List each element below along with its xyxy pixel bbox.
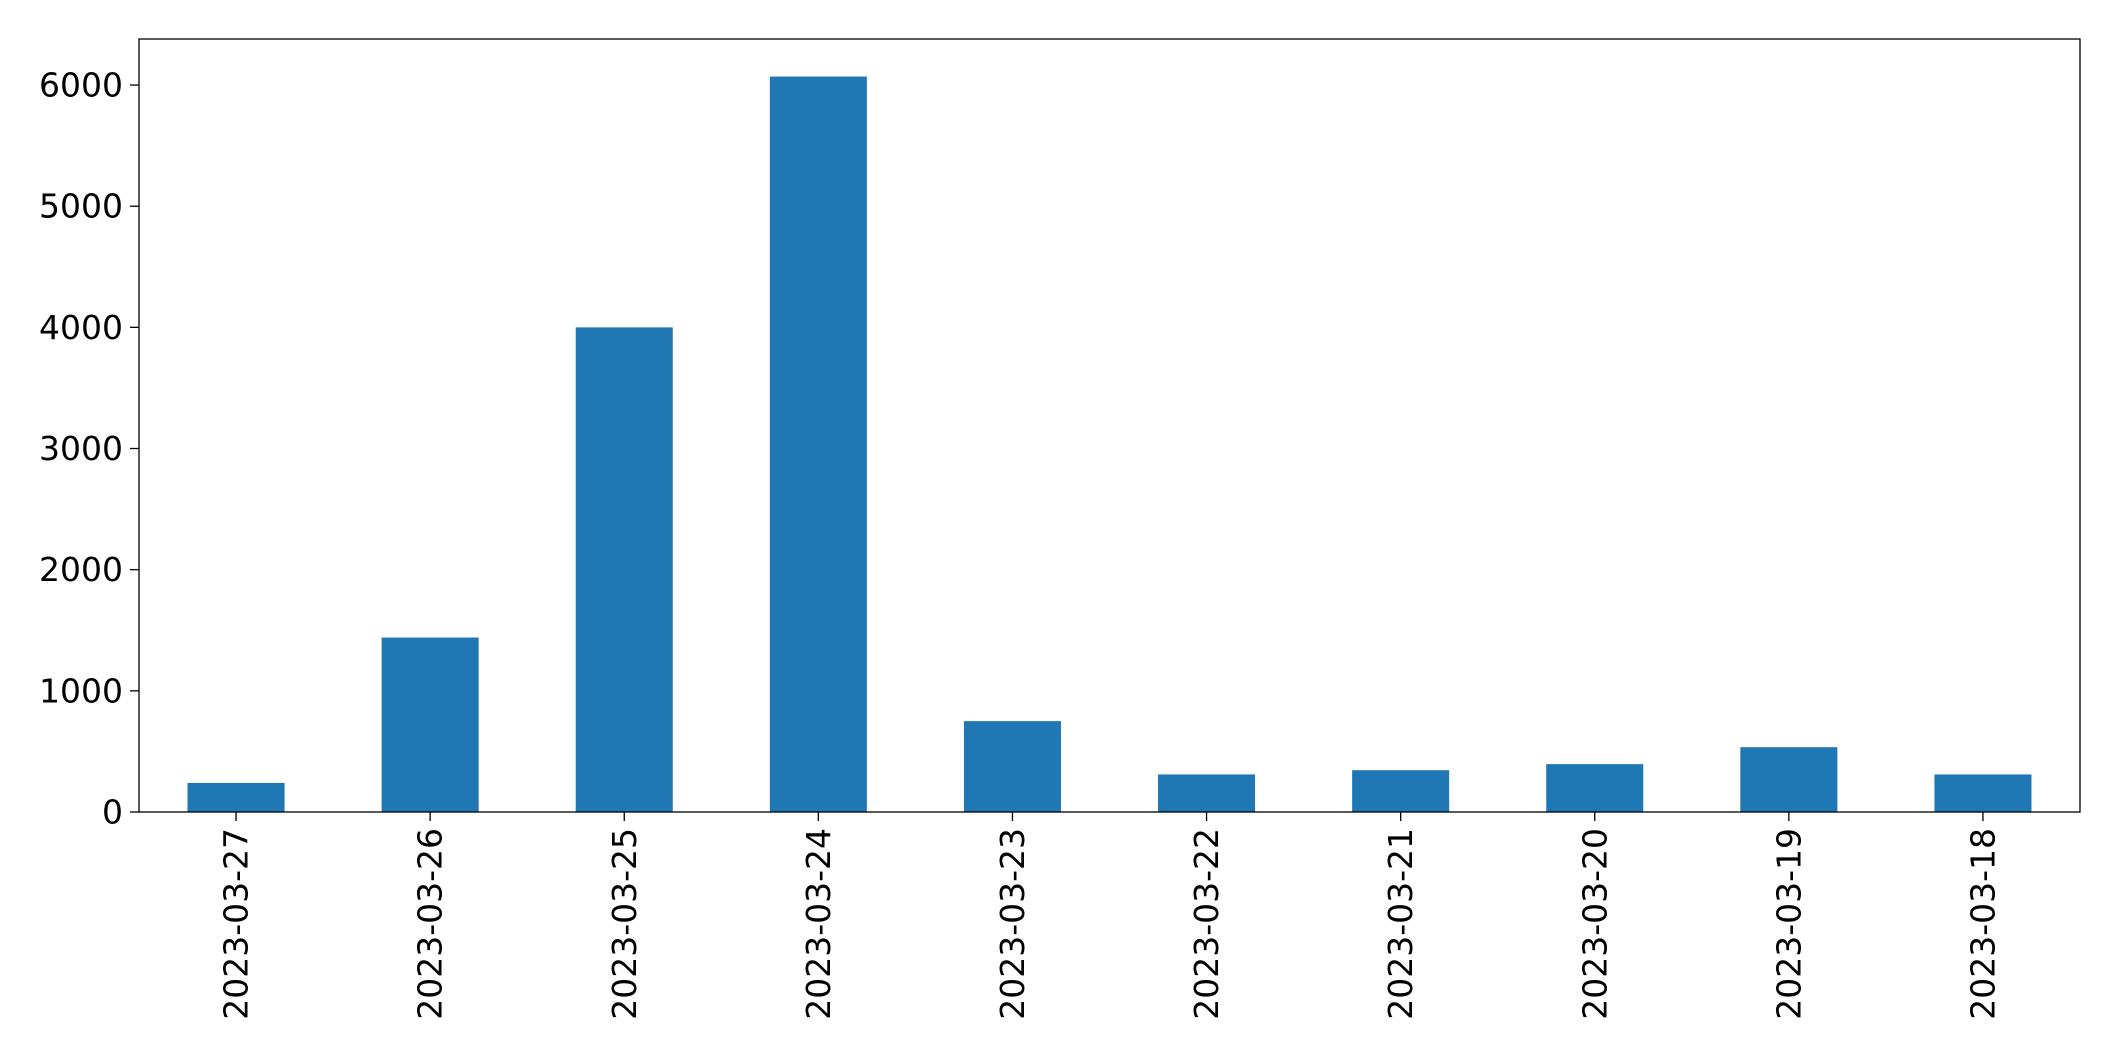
y-tick-label: 1000 (39, 671, 123, 710)
bar-2023-03-22 (1158, 774, 1256, 812)
y-tick-label: 3000 (39, 429, 123, 468)
bar-2023-03-26 (381, 637, 479, 812)
bar-2023-03-27 (187, 782, 285, 812)
bar-2023-03-21 (1352, 770, 1450, 812)
x-tick-label: 2023-03-24 (799, 828, 838, 1020)
x-axis: 2023-03-27 2023-03-26 2023-03-25 2023-03-24… (217, 812, 2002, 1020)
y-axis: 0 1000 2000 3000 4000 5000 6000 (39, 66, 139, 832)
y-tick-label: 5000 (39, 187, 123, 226)
bar-2023-03-19 (1740, 747, 1838, 812)
x-tick-label: 2023-03-22 (1187, 828, 1226, 1020)
x-tick-label: 2023-03-19 (1769, 828, 1808, 1020)
bars-group (187, 76, 2032, 812)
x-tick-label: 2023-03-27 (217, 828, 256, 1020)
bar-2023-03-18 (1934, 774, 2032, 812)
bar-2023-03-24 (769, 76, 867, 812)
bar-2023-03-20 (1546, 764, 1644, 812)
y-tick-label: 4000 (39, 308, 123, 347)
y-tick-label: 6000 (39, 66, 123, 105)
plot-frame (138, 38, 2081, 813)
x-tick-label: 2023-03-18 (1963, 828, 2002, 1020)
x-tick-label: 2023-03-26 (411, 828, 450, 1020)
x-tick-label: 2023-03-23 (993, 828, 1032, 1020)
x-tick-label: 2023-03-21 (1381, 828, 1420, 1020)
y-tick-label: 0 (102, 793, 123, 832)
x-tick-label: 2023-03-20 (1575, 828, 1614, 1020)
y-tick-label: 2000 (39, 550, 123, 589)
bar-2023-03-23 (963, 721, 1061, 812)
x-tick-label: 2023-03-25 (605, 828, 644, 1020)
bar-2023-03-25 (575, 327, 673, 812)
